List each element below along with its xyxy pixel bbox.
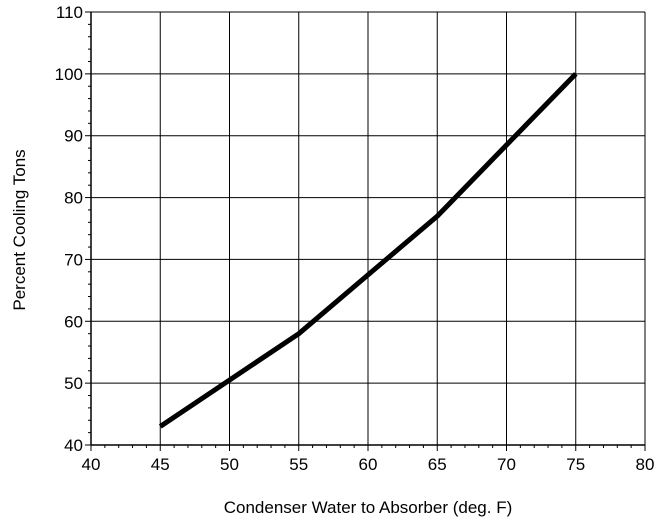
y-axis-title: Percent Cooling Tons <box>10 149 29 310</box>
x-tick-label: 60 <box>359 455 378 474</box>
x-tick-label: 75 <box>566 455 585 474</box>
y-tick-label: 50 <box>64 374 83 393</box>
x-tick-label: 80 <box>636 455 655 474</box>
x-tick-label: 45 <box>151 455 170 474</box>
data-point <box>160 426 161 427</box>
x-tick-label: 55 <box>289 455 308 474</box>
data-point <box>229 380 230 381</box>
y-tick-label: 60 <box>64 312 83 331</box>
y-tick-label: 70 <box>64 250 83 269</box>
data-point <box>437 216 438 217</box>
data-point <box>575 73 576 74</box>
x-tick-label: 65 <box>428 455 447 474</box>
grid-lines <box>91 11 646 445</box>
x-axis-title: Condenser Water to Absorber (deg. F) <box>224 498 513 517</box>
minor-ticks <box>88 23 632 448</box>
x-tick-label: 70 <box>497 455 516 474</box>
series-layer <box>158 72 578 429</box>
y-tick-label: 100 <box>55 65 83 84</box>
x-tick-label: 50 <box>220 455 239 474</box>
data-point <box>298 333 299 334</box>
data-point <box>368 274 369 275</box>
y-tick-labels: 40 50 60 70 80 90 100 110 <box>55 3 83 455</box>
x-tick-labels: 40 45 50 55 60 65 70 75 80 <box>82 455 655 474</box>
data-point <box>506 144 507 145</box>
y-tick-label: 90 <box>64 127 83 146</box>
y-tick-label: 80 <box>64 189 83 208</box>
series-line <box>158 72 578 429</box>
y-tick-label: 40 <box>64 436 83 455</box>
axes <box>85 11 646 451</box>
y-tick-label: 110 <box>56 3 83 22</box>
x-tick-label: 40 <box>82 455 101 474</box>
